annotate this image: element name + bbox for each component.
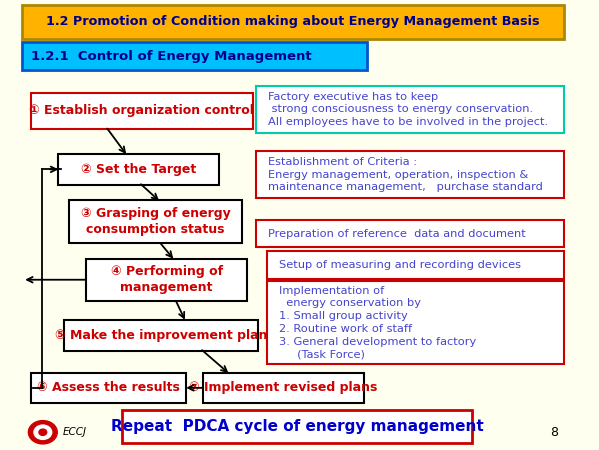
Text: Preparation of reference  data and document: Preparation of reference data and docume… — [268, 229, 526, 238]
Text: Establishment of Criteria :
Energy management, operation, inspection &
maintenan: Establishment of Criteria : Energy manag… — [268, 157, 543, 192]
FancyBboxPatch shape — [31, 93, 253, 129]
FancyBboxPatch shape — [22, 5, 564, 39]
Text: ECCJ: ECCJ — [62, 427, 86, 437]
FancyBboxPatch shape — [31, 373, 186, 403]
Text: ④ Performing of
management: ④ Performing of management — [111, 266, 223, 294]
Text: 8: 8 — [550, 426, 558, 439]
FancyBboxPatch shape — [122, 410, 472, 443]
FancyBboxPatch shape — [267, 251, 564, 279]
Text: Setup of measuring and recording devices: Setup of measuring and recording devices — [279, 260, 521, 270]
Text: Repeat  PDCA cycle of energy management: Repeat PDCA cycle of energy management — [111, 419, 483, 434]
FancyBboxPatch shape — [267, 281, 564, 364]
FancyBboxPatch shape — [256, 86, 564, 133]
FancyBboxPatch shape — [256, 220, 564, 248]
FancyBboxPatch shape — [58, 154, 219, 184]
Text: 1.2 Promotion of Condition making about Energy Management Basis: 1.2 Promotion of Condition making about … — [46, 15, 540, 28]
Text: ⑤ Make the improvement plan: ⑤ Make the improvement plan — [55, 329, 267, 342]
Text: 1.2.1  Control of Energy Management: 1.2.1 Control of Energy Management — [31, 50, 311, 63]
FancyBboxPatch shape — [256, 151, 564, 198]
FancyBboxPatch shape — [203, 373, 364, 403]
Circle shape — [39, 429, 47, 436]
FancyBboxPatch shape — [69, 200, 241, 243]
FancyBboxPatch shape — [22, 42, 367, 70]
Text: Factory executive has to keep
 strong consciousness to energy conservation.
All : Factory executive has to keep strong con… — [268, 92, 549, 127]
Text: ③ Grasping of energy
consumption status: ③ Grasping of energy consumption status — [81, 207, 231, 236]
Circle shape — [34, 425, 52, 440]
Text: Implementation of
  energy conservation by
1. Small group activity
2. Routine wo: Implementation of energy conservation by… — [279, 286, 477, 360]
Text: ① Establish organization control: ① Establish organization control — [29, 104, 254, 117]
Text: ⑦ Implement revised plans: ⑦ Implement revised plans — [189, 381, 377, 394]
Text: ⑥ Assess the results: ⑥ Assess the results — [37, 381, 180, 394]
Text: ② Set the Target: ② Set the Target — [81, 163, 196, 176]
FancyBboxPatch shape — [86, 259, 247, 301]
FancyBboxPatch shape — [64, 320, 258, 351]
Circle shape — [28, 421, 58, 444]
